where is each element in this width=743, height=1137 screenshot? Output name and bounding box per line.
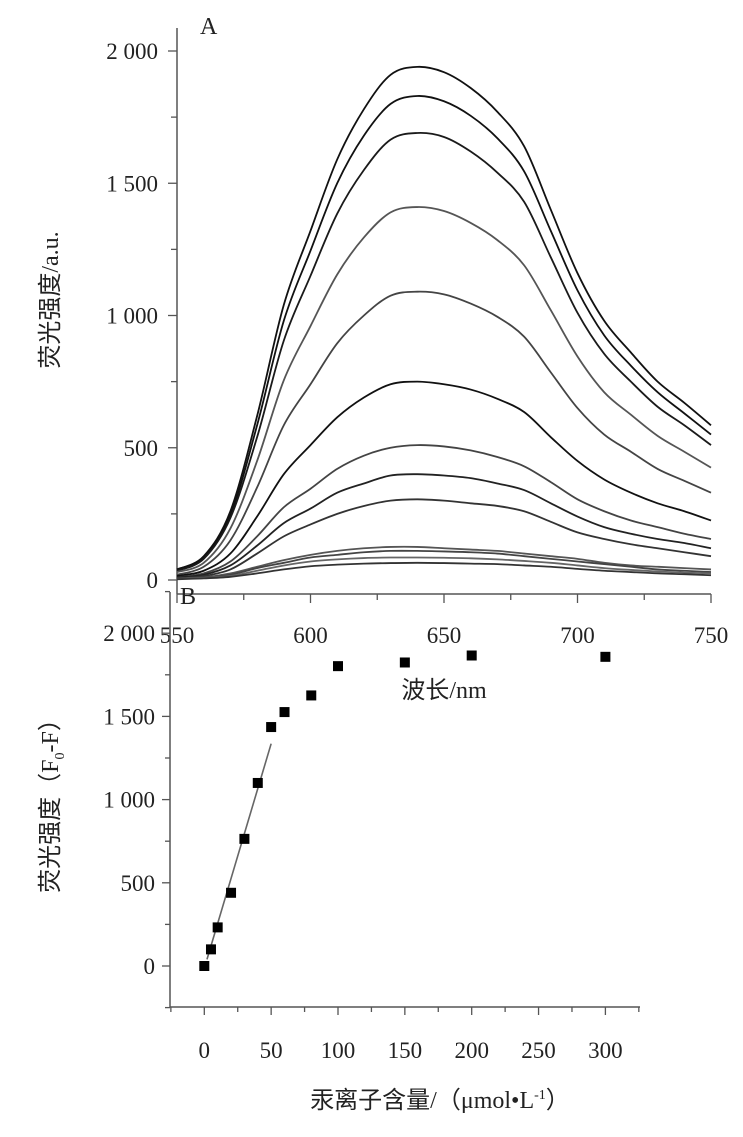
data-point [239,833,250,844]
spectrum-line-c7 [176,444,712,579]
panel-b-axes: 0 50 100 150 200 250 300 0 500 1 000 1 500 2 000 [103,590,640,1063]
data-point [205,944,216,955]
spectrum-line-c4 [176,206,712,573]
data-point [466,650,477,661]
spectrum-line-c10 [176,545,712,580]
x-tick-label: 250 [521,1038,556,1063]
y-label-main: 荧光强度（F [37,759,64,892]
y-tick-label: 0 [144,954,156,979]
y-tick-label: 2 000 [103,621,155,646]
spectrum-line-c1 [176,65,712,571]
x-tick-label: 200 [454,1038,489,1063]
data-point [266,722,277,733]
y-tick-label: 2 000 [106,39,158,64]
panel-b-label: B [180,584,196,610]
y-tick-label: 0 [147,568,159,593]
panel-b-x-axis-label: 汞离子含量/（μmol•L-1） [310,1087,570,1114]
panel-a-axes: 550 600 650 700 750 0 500 1 000 1 500 2 000 [106,28,728,648]
x-tick-label: 550 [160,623,195,648]
panel-a-series [176,65,712,581]
y-tick-label: 1 500 [103,704,155,729]
x-tick-label: 150 [388,1038,423,1063]
panel-a: A 550 600 650 700 750 0 500 1 000 1 500 2 000 波长/… [37,14,728,704]
x-tick-label: 50 [260,1038,283,1063]
y-tick-label: 1 000 [106,304,158,329]
panel-b-y-axis-label: 荧光强度（F0-F） [37,707,68,893]
panel-a-x-axis-label: 波长/nm [401,677,487,704]
data-point [399,657,410,668]
x-tick-label: 650 [427,623,462,648]
x-tick-label: 750 [694,623,729,648]
spectrum-line-c9 [176,498,712,580]
y-tick-label: 1 500 [106,171,158,196]
spectrum-line-c13 [176,561,712,581]
spectrum-line-c8 [176,473,712,579]
spectrum-line-c11 [176,549,712,580]
x-label-end: ） [546,1088,570,1114]
x-tick-label: 700 [560,623,595,648]
data-point [212,922,223,933]
spectrum-line-c3 [176,132,712,572]
spectrum-line-c12 [176,556,712,580]
x-tick-label: 300 [588,1038,623,1063]
panel-b-marks [199,650,611,971]
data-point [306,690,317,701]
panel-a-y-axis-label: 荧光强度/a.u. [37,231,64,368]
x-tick-label: 0 [199,1038,211,1063]
data-point [600,651,611,662]
panel-a-label: A [200,14,218,40]
data-point [199,961,210,971]
x-tick-label: 600 [293,623,328,648]
spectrum-line-c6 [176,380,712,577]
y-label-subscript: 0 [53,752,68,759]
y-label-end: -F） [38,707,64,752]
x-label-superscript: -1 [534,1088,546,1103]
data-point [279,707,290,718]
x-tick-label: 100 [321,1038,356,1063]
data-point [333,661,343,672]
y-tick-label: 500 [124,436,159,461]
y-tick-label: 500 [121,871,156,896]
data-point [226,887,237,898]
spectrum-line-c2 [176,95,712,571]
spectrum-line-c5 [176,290,712,576]
x-label-main: 汞离子含量/（μmol•L [310,1087,534,1114]
y-tick-label: 1 000 [103,788,155,813]
data-point [252,777,263,788]
